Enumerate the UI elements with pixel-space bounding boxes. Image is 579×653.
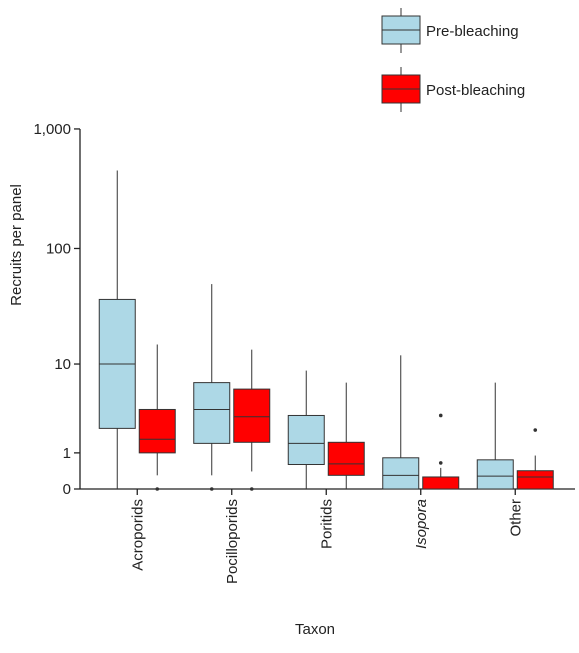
- x-tick-label: Other: [507, 499, 524, 537]
- x-tick-label: Pocilloporids: [224, 499, 241, 584]
- box-post-bleaching-acroporids: [138, 344, 176, 491]
- box-body: [287, 414, 325, 466]
- box-body: [233, 388, 271, 443]
- outlier-point: [155, 487, 160, 491]
- box-post-bleaching-poritids: [327, 382, 365, 489]
- box-pre-bleaching-isopora: [382, 355, 420, 490]
- box-body: [193, 382, 231, 444]
- outlier-point: [438, 413, 443, 418]
- legend-item-post-bleaching: Post-bleaching: [381, 67, 525, 112]
- box-post-bleaching-isopora: [422, 413, 460, 490]
- box-pre-bleaching-poritids: [287, 370, 325, 489]
- box-pre-bleaching-other: [476, 382, 514, 490]
- legend-label: Post-bleaching: [426, 82, 525, 99]
- outlier-point: [249, 487, 254, 491]
- outlier-point: [533, 428, 538, 432]
- y-tick-label: 100: [46, 240, 71, 257]
- legend-item-pre-bleaching: Pre-bleaching: [381, 8, 519, 53]
- box-post-bleaching-other: [516, 428, 554, 490]
- box-pre-bleaching-acroporids: [98, 170, 136, 489]
- box-body: [476, 459, 514, 490]
- y-tick-label: 1: [63, 445, 71, 462]
- x-axis: Acroporids Pocilloporids Poritids Isopora Ot…: [80, 488, 575, 584]
- box-post-bleaching-pocilloporids: [233, 349, 271, 491]
- box-body: [327, 441, 365, 476]
- legend: Pre-bleaching Post-bleaching: [381, 8, 525, 112]
- box-body: [422, 476, 460, 490]
- y-tick-label: 0: [63, 481, 71, 498]
- legend-label: Pre-bleaching: [426, 23, 519, 40]
- x-tick-label: Isopora: [413, 499, 430, 549]
- outlier-point: [438, 461, 443, 465]
- y-axis: 0 1 10 100 1,000: [33, 121, 81, 498]
- box-body: [382, 457, 420, 490]
- outlier-point: [209, 487, 214, 491]
- box-body: [138, 408, 176, 454]
- x-tick-label: Poritids: [318, 499, 335, 549]
- box-body: [516, 470, 554, 490]
- plot-area: [98, 170, 554, 491]
- x-axis-title: Taxon: [295, 621, 335, 638]
- box-pre-bleaching-pocilloporids: [193, 284, 231, 491]
- y-tick-label: 1,000: [33, 121, 71, 138]
- y-tick-label: 10: [54, 356, 71, 373]
- y-axis-title: Recruits per panel: [8, 184, 25, 306]
- x-tick-label: Acroporids: [129, 499, 146, 571]
